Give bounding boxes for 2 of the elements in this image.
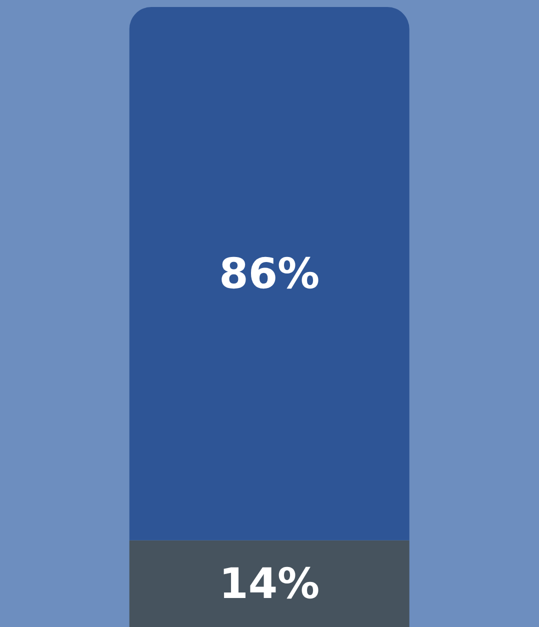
data-label: 86% [219, 249, 320, 298]
data-label: 14% [219, 559, 320, 608]
